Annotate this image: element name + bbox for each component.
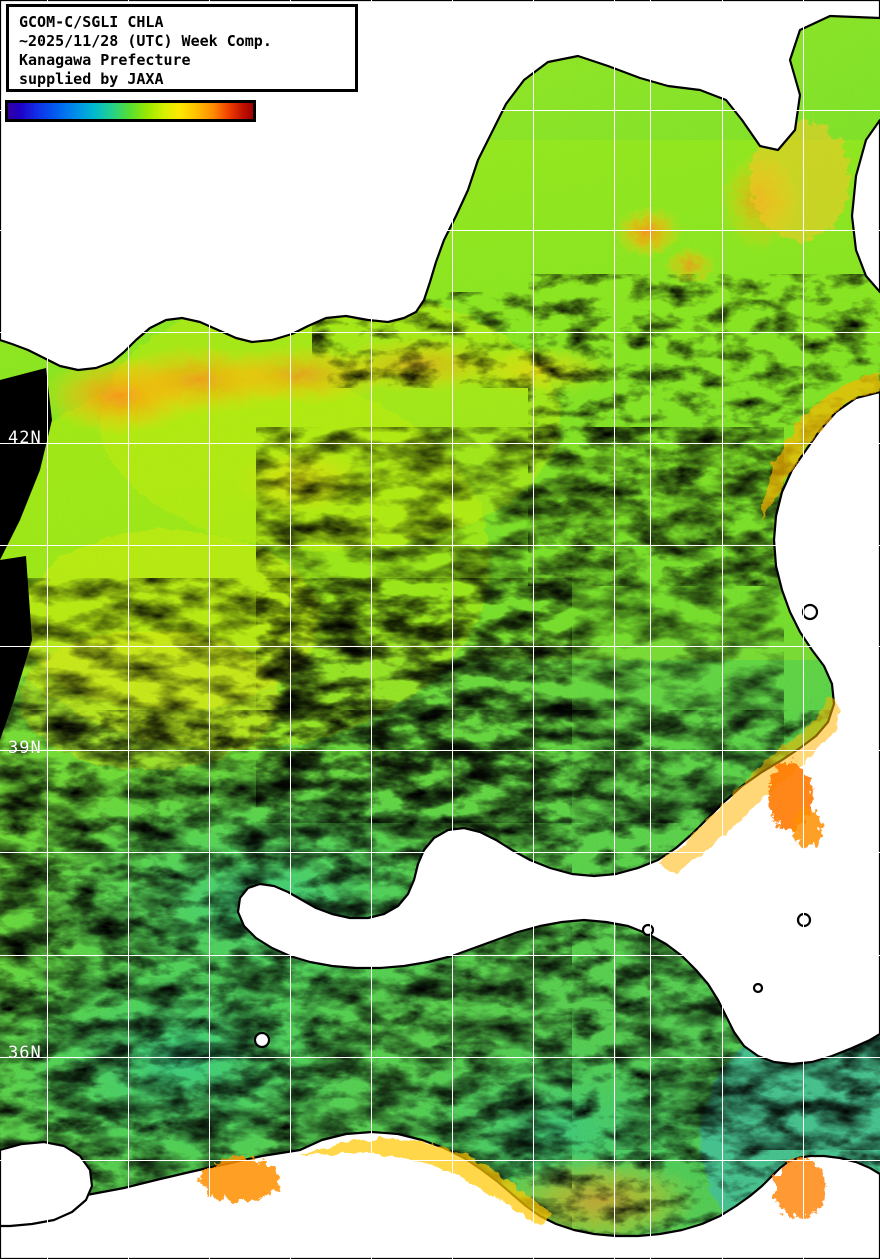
colorbar-legend (5, 100, 256, 122)
title-line-region: Kanagawa Prefecture (19, 51, 191, 69)
title-line-product: GCOM-C/SGLI CHLA (19, 13, 164, 31)
colorbar-gradient (8, 103, 253, 119)
title-line-date: ~2025/11/28 (UTC) Week Comp. (19, 32, 272, 50)
title-line-provider: supplied by JAXA (19, 70, 164, 88)
map-title-box: GCOM-C/SGLI CHLA ~2025/11/28 (UTC) Week … (6, 4, 358, 92)
